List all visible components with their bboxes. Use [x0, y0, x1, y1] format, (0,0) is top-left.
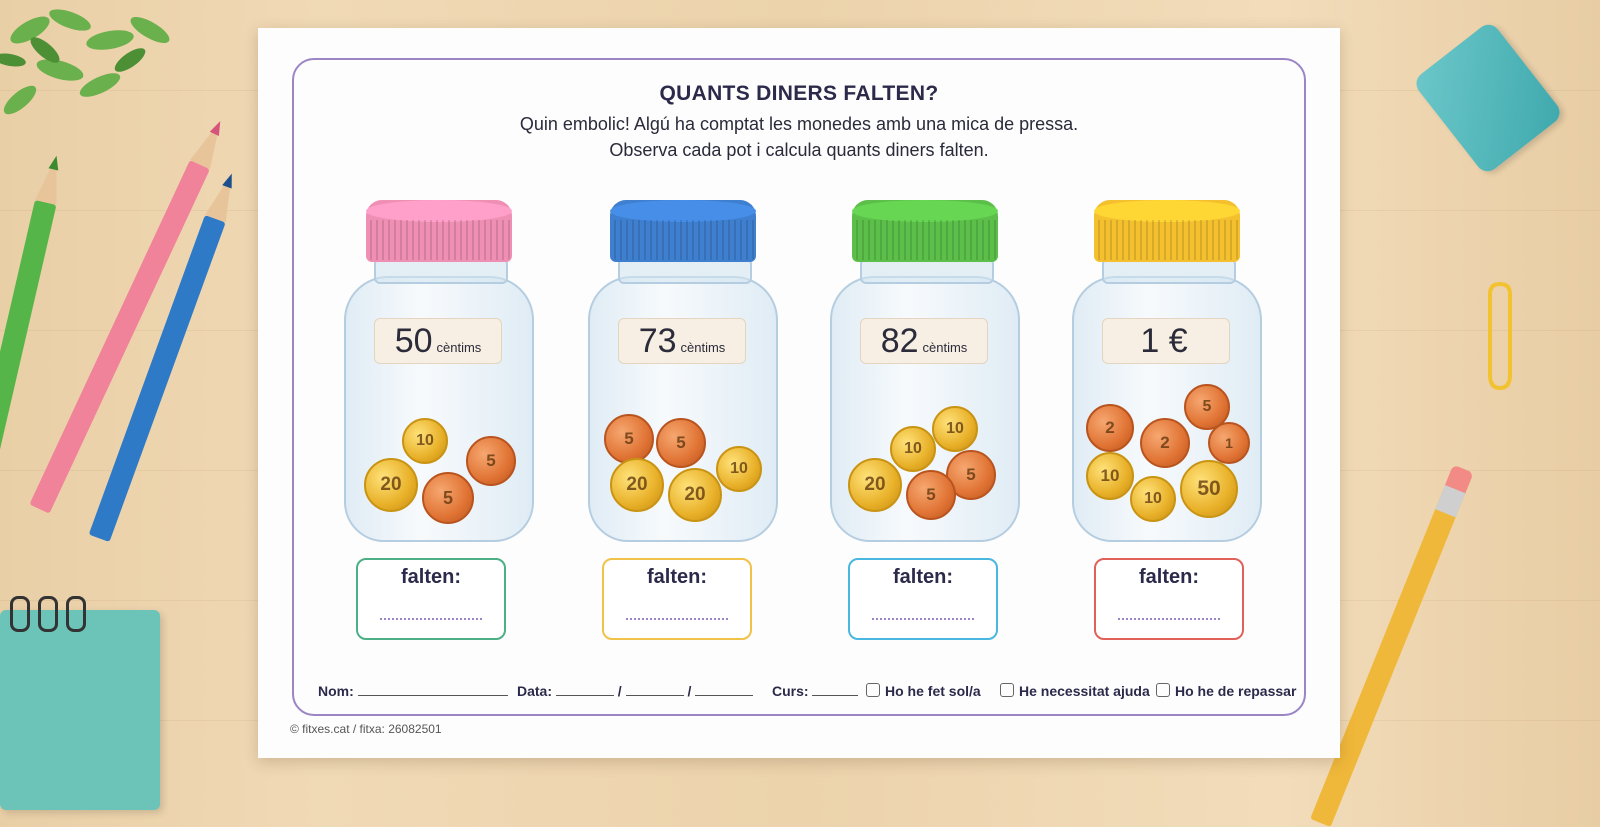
coin-10-cent: 10: [1086, 452, 1134, 500]
jar-amount-unit: cèntims: [680, 340, 726, 355]
money-jar-2: 73 cèntims 5 5 10 20 20: [588, 200, 778, 542]
coin-5-cent: 5: [466, 436, 516, 486]
footer-course: Curs:: [772, 683, 859, 699]
jar-amount-value: 82: [880, 322, 919, 360]
footer-name: Nom:: [318, 683, 508, 699]
answer-line[interactable]: [626, 618, 728, 620]
worksheet-subtitle-1: Quin embolic! Algú ha comptat les monede…: [519, 114, 1079, 134]
jar-lid: [366, 200, 512, 262]
jar-lid: [1094, 200, 1240, 262]
checkbox-icon[interactable]: [866, 683, 880, 697]
jar-amount-value: 73: [638, 322, 677, 360]
check-needed-help[interactable]: He necessitat ajuda: [1000, 683, 1150, 699]
check-must-review[interactable]: Ho he de repassar: [1156, 683, 1296, 699]
paperclip-icon: [1488, 281, 1512, 391]
answer-box-label: falten:: [1139, 566, 1199, 588]
name-field[interactable]: [357, 683, 508, 696]
coin-2-cent: 2: [1140, 418, 1190, 468]
date-label: Data:: [517, 683, 553, 699]
plant-decoration: [0, 9, 170, 115]
jar-amount-unit: cèntims: [436, 340, 482, 355]
jar-amount-value: 1 €: [1140, 322, 1188, 360]
money-jar-4: 1 €2 2 5 1 10 10 50: [1072, 200, 1262, 542]
green-pencil: [0, 153, 68, 498]
name-label: Nom:: [318, 683, 354, 699]
date-separator: /: [617, 683, 622, 699]
coin-10-cent: 10: [932, 406, 978, 452]
date-month-field[interactable]: [625, 683, 684, 696]
answer-box-label: falten:: [893, 566, 953, 588]
check-done-alone[interactable]: Ho he fet sol/a: [866, 683, 981, 699]
worksheet-subtitle-2: Observa cada pot i calcula quants diners…: [609, 140, 989, 160]
coin-20-cent: 20: [364, 458, 418, 512]
answer-line[interactable]: [1118, 618, 1220, 620]
worksheet-title: QUANTS DINERS FALTEN?: [659, 82, 939, 105]
jar-lid: [852, 200, 998, 262]
coin-10-cent: 10: [716, 446, 762, 492]
checkbox-icon[interactable]: [1156, 683, 1170, 697]
coin-20-cent: 20: [668, 468, 722, 522]
jar-lid: [610, 200, 756, 262]
eraser: [1411, 19, 1565, 177]
money-jar-1: 50 cèntims 10 5 20 5: [344, 200, 534, 542]
coin-10-cent: 10: [890, 426, 936, 472]
answer-box-label: falten:: [401, 566, 461, 588]
coin-20-cent: 20: [610, 458, 664, 512]
course-label: Curs:: [772, 683, 809, 699]
coin-5-cent: 5: [656, 418, 706, 468]
date-year-field[interactable]: [695, 683, 754, 696]
jar-amount-unit: cèntims: [922, 340, 968, 355]
jar-amount-label: 1 €: [1102, 318, 1230, 364]
money-jar-3: 82 cèntims 10 10 20 5 5: [830, 200, 1020, 542]
answer-box-1[interactable]: falten:: [356, 558, 506, 640]
answer-box-3[interactable]: falten:: [848, 558, 998, 640]
jar-amount-value: 50: [394, 322, 433, 360]
coin-2-cent: 2: [1086, 404, 1134, 452]
coin-20-cent: 20: [848, 458, 902, 512]
coin-50-cent: 50: [1180, 460, 1238, 518]
checkbox-icon[interactable]: [1000, 683, 1014, 697]
worksheet: QUANTS DINERS FALTEN? Quin embolic! Algú…: [258, 28, 1340, 758]
worksheet-border: [292, 58, 1306, 716]
answer-box-label: falten:: [647, 566, 707, 588]
coin-10-cent: 10: [402, 418, 448, 464]
answer-box-4[interactable]: falten:: [1094, 558, 1244, 640]
coin-10-cent: 10: [1130, 476, 1176, 522]
jar-amount-label: 50 cèntims: [374, 318, 502, 364]
jar-amount-label: 82 cèntims: [860, 318, 988, 364]
jar-neck: [374, 258, 508, 284]
jar-neck: [1102, 258, 1236, 284]
jar-amount-label: 73 cèntims: [618, 318, 746, 364]
date-day-field[interactable]: [555, 683, 614, 696]
date-separator: /: [687, 683, 692, 699]
copyright: © fitxes.cat / fitxa: 26082501: [290, 722, 442, 736]
answer-line[interactable]: [380, 618, 482, 620]
course-field[interactable]: [812, 683, 859, 696]
coin-5-cent: 5: [604, 414, 654, 464]
coin-1-cent: 1: [1208, 422, 1250, 464]
answer-box-2[interactable]: falten:: [602, 558, 752, 640]
coin-5-cent: 5: [906, 470, 956, 520]
coin-5-cent: 5: [422, 472, 474, 524]
footer-date: Data: / /: [517, 683, 754, 699]
notebook: [0, 596, 160, 810]
answer-line[interactable]: [872, 618, 974, 620]
